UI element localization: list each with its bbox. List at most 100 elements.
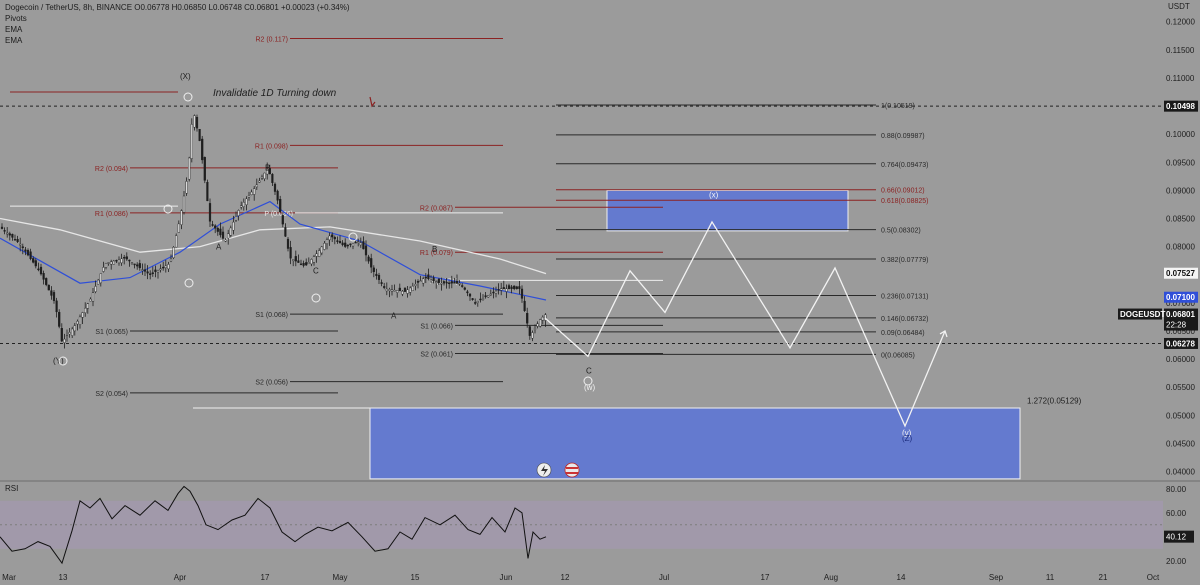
candle-body <box>24 249 27 252</box>
candle-body <box>346 244 349 247</box>
price-badge <box>1164 308 1198 331</box>
candle-body <box>112 260 115 265</box>
fib-label: 0.09(0.06484) <box>881 330 925 337</box>
candle-body <box>375 273 378 276</box>
price-badge <box>1164 291 1198 303</box>
candle-body <box>73 325 76 332</box>
candle-body <box>526 313 529 324</box>
price-tick-label: 0.08000 <box>1166 243 1195 252</box>
candle-body <box>294 256 297 262</box>
price-badges: 0.10498 0.07527 0.07100 0.06801 22:28DOGEUSD… <box>1118 100 1198 349</box>
candle-body <box>34 260 37 267</box>
price-tick-label: 0.09500 <box>1166 158 1195 167</box>
candle-body <box>437 278 440 283</box>
candle-body <box>297 260 300 263</box>
rsi-tick-label: 20.00 <box>1166 557 1187 566</box>
price-tick-label: 0.12000 <box>1166 18 1195 27</box>
candle-body <box>206 182 209 202</box>
candle-body <box>523 300 526 311</box>
candle-body <box>177 223 180 233</box>
indicator-ema-2[interactable]: EMA <box>5 36 23 45</box>
candle-body <box>26 250 30 256</box>
candle-body <box>91 292 95 302</box>
candle-body <box>58 311 61 327</box>
candle-body <box>162 266 165 269</box>
pivot-label: S1 (0.065) <box>95 329 128 336</box>
candle-body <box>138 263 141 269</box>
candle-body <box>338 240 342 244</box>
candle-body <box>341 242 344 246</box>
fib-label: 1(0.10519) <box>881 103 915 110</box>
candle-body <box>533 327 537 331</box>
candle-body <box>453 281 456 284</box>
candle-body <box>253 188 256 195</box>
candle-body <box>466 291 469 294</box>
candle-body <box>55 300 58 313</box>
candle-body <box>448 282 451 284</box>
pivot-label: S2 (0.056) <box>255 380 288 387</box>
target-zone <box>606 189 849 232</box>
time-tick-label: 14 <box>897 573 906 582</box>
candle-body <box>281 215 284 225</box>
candle-body <box>336 240 339 242</box>
candle-body <box>250 191 253 195</box>
turning-down-arrow <box>369 96 376 108</box>
candle-body <box>188 157 191 180</box>
candle-body <box>208 203 212 222</box>
wave-label: B <box>265 164 270 173</box>
projection-path <box>544 220 948 428</box>
candle-body <box>442 281 446 284</box>
wave-circle-marker <box>163 204 173 214</box>
price-tick-label: 0.05500 <box>1166 383 1195 392</box>
candle-body <box>37 268 40 271</box>
chart-legend: Dogecoin / TetherUS, 8h, BINANCE O0.0677… <box>5 2 350 46</box>
candle-body <box>104 263 108 268</box>
price-tick-label: 0.04500 <box>1166 439 1195 448</box>
indicator-pivots[interactable]: Pivots <box>5 14 27 23</box>
candle-body <box>8 233 11 236</box>
fib-label: 0.236(0.07131) <box>881 293 928 300</box>
candle-body <box>494 290 498 294</box>
candle-body <box>531 332 534 339</box>
candle-body <box>107 262 110 264</box>
wave-label: C <box>586 367 592 376</box>
candle-body <box>435 281 438 283</box>
candle-body <box>164 265 167 268</box>
time-tick-label: 17 <box>261 573 270 582</box>
candle-body <box>305 262 308 266</box>
time-tick-label: Jun <box>500 573 513 582</box>
candle-body <box>133 263 136 266</box>
candle-body <box>198 129 201 141</box>
candle-body <box>406 289 409 294</box>
candle-body <box>123 257 126 259</box>
candle-body <box>71 328 74 336</box>
flag-stripe <box>566 467 578 469</box>
candle-body <box>390 289 394 292</box>
pivot-label: S2 (0.061) <box>420 351 453 358</box>
price-tick-label: 0.09000 <box>1166 186 1195 195</box>
candle-body <box>245 198 248 206</box>
candle-body <box>474 302 477 304</box>
time-tick-label: 21 <box>1099 573 1108 582</box>
candle-body <box>99 273 102 284</box>
wave-circle-marker <box>183 92 193 102</box>
candle-body <box>349 243 352 246</box>
candle-body <box>260 176 264 179</box>
candle-body <box>146 271 149 274</box>
symbol-line[interactable]: Dogecoin / TetherUS, 8h, BINANCE O0.0677… <box>5 3 350 12</box>
price-badge-label: 0.07100 <box>1166 293 1195 302</box>
pivot-label: R2 (0.087) <box>420 205 453 212</box>
price-tick-label: 0.04000 <box>1166 468 1195 477</box>
candle-body <box>151 272 154 274</box>
candle-body <box>227 233 230 239</box>
candle-body <box>76 321 79 325</box>
wave-circle-marker <box>311 293 321 303</box>
candle-body <box>362 241 365 250</box>
candle-body <box>377 274 381 280</box>
wave-label: (Y) <box>53 357 64 366</box>
candle-body <box>359 242 362 246</box>
indicator-ema-1[interactable]: EMA <box>5 25 23 34</box>
candle-body <box>42 273 45 280</box>
target-zones <box>369 189 1021 480</box>
candle-body <box>68 332 71 335</box>
